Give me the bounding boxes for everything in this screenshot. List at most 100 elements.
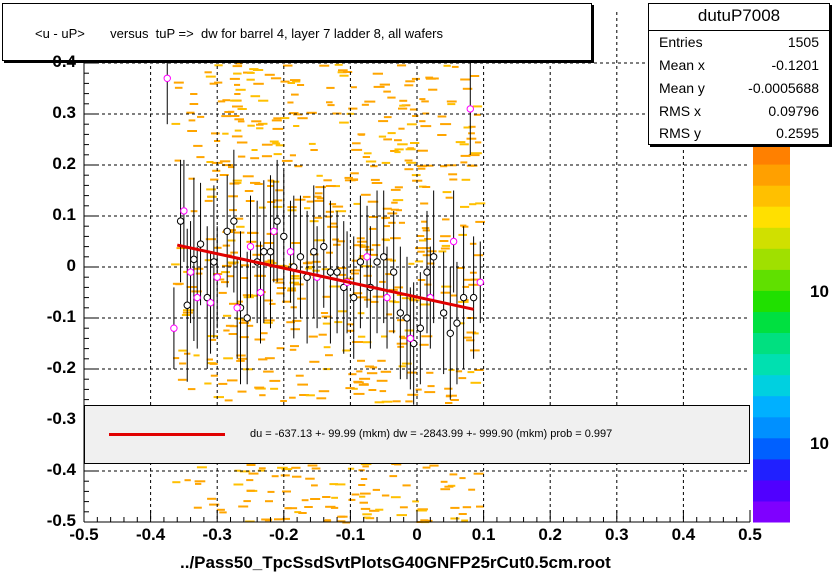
scatter-mark <box>475 220 485 223</box>
scatter-mark <box>474 141 482 144</box>
scatter-mark <box>455 370 463 373</box>
scatter-mark <box>422 254 434 257</box>
y-tick-label: 0.1 <box>52 205 76 224</box>
scatter-mark <box>269 302 276 305</box>
scatter-mark <box>396 342 408 345</box>
scatter-mark <box>325 185 336 187</box>
profile-magenta-point <box>206 299 215 307</box>
scatter-mark <box>350 86 357 89</box>
scatter-mark <box>306 111 317 114</box>
scatter-mark <box>235 317 244 320</box>
stat-label-mean-x: Mean x <box>659 57 705 73</box>
scatter-mark <box>468 488 476 491</box>
scatter-mark <box>318 333 327 336</box>
scatter-mark <box>339 121 349 124</box>
scatter-mark <box>250 157 260 160</box>
x-tick-label: 0.4 <box>671 525 696 544</box>
scatter-mark <box>264 260 275 263</box>
scatter-mark <box>177 378 187 381</box>
scatter-mark <box>254 386 265 389</box>
scatter-mark <box>460 224 467 227</box>
scatter-mark <box>280 117 290 120</box>
scatter-mark <box>322 496 331 498</box>
scatter-mark <box>171 263 180 266</box>
scatter-mark <box>460 78 471 81</box>
scatter-mark <box>292 80 301 83</box>
scatter-mark <box>364 365 374 368</box>
profile-black-point <box>296 253 305 261</box>
scatter-mark <box>227 275 234 278</box>
scatter-mark <box>352 142 361 145</box>
scatter-mark <box>420 202 429 205</box>
scatter-mark <box>205 238 216 241</box>
scatter-mark <box>269 379 281 382</box>
scatter-mark <box>246 240 257 243</box>
scatter-mark <box>360 478 368 480</box>
scatter-mark <box>247 71 255 74</box>
scatter-mark <box>263 242 275 244</box>
scatter-mark <box>193 144 203 147</box>
scatter-mark <box>378 135 387 138</box>
scatter-mark <box>237 155 246 158</box>
scatter-mark <box>399 104 406 107</box>
profile-black-point <box>380 253 388 261</box>
scatter-mark <box>225 229 236 232</box>
scatter-mark <box>235 62 243 65</box>
scatter-mark <box>217 100 226 103</box>
scatter-mark <box>174 159 181 162</box>
y-tick-label: 0 <box>66 256 76 275</box>
scatter-mark <box>466 164 475 167</box>
scatter-mark <box>290 328 300 331</box>
y-tick-label: -0.3 <box>46 409 76 428</box>
scatter-mark <box>297 297 306 300</box>
scatter-mark <box>415 388 422 391</box>
scatter-mark <box>362 156 370 158</box>
scatter-mark <box>417 508 428 511</box>
scatter-mark <box>409 108 418 111</box>
scatter-mark <box>273 117 281 120</box>
profile-black-point <box>243 314 251 322</box>
scatter-mark <box>425 76 434 79</box>
scatter-mark <box>234 129 242 132</box>
scatter-mark <box>258 358 268 361</box>
scatter-mark <box>390 237 401 240</box>
chart-title: <u - uP> versus tuP => dw for barrel 4, … <box>35 26 444 41</box>
profile-black-point <box>183 301 191 309</box>
scatter-mark <box>474 369 484 371</box>
scatter-mark <box>336 240 345 243</box>
scatter-mark <box>261 155 272 158</box>
scatter-mark <box>222 99 231 102</box>
scatter-mark <box>378 120 389 123</box>
scatter-mark <box>381 335 388 338</box>
scatter-mark <box>391 201 398 204</box>
scatter-mark <box>329 285 340 288</box>
scatter-mark <box>312 260 321 263</box>
scatter-mark <box>190 93 198 95</box>
scatter-mark <box>344 176 353 179</box>
scatter-mark <box>352 341 363 343</box>
palette-cell <box>753 374 790 397</box>
scatter-mark <box>470 75 480 77</box>
scatter-mark <box>372 72 383 75</box>
profile-magenta-point <box>466 105 474 113</box>
scatter-mark <box>422 112 430 115</box>
scatter-mark <box>390 208 399 211</box>
profile-black-point <box>190 255 198 264</box>
scatter-mark <box>234 118 244 121</box>
scatter-mark <box>270 77 282 80</box>
scatter-mark <box>337 310 348 313</box>
scatter-mark <box>237 108 247 110</box>
scatter-mark <box>221 271 230 274</box>
scatter-mark <box>460 205 470 208</box>
scatter-mark <box>398 365 406 368</box>
profile-black-point <box>320 242 328 251</box>
x-tick-label: -0.3 <box>202 525 232 544</box>
scatter-mark <box>229 77 240 80</box>
scatter-mark <box>294 165 303 168</box>
scatter-mark <box>450 399 459 401</box>
palette-cell <box>753 458 790 481</box>
scatter-mark <box>282 490 291 493</box>
scatter-mark <box>258 99 269 102</box>
scatter-mark <box>381 494 390 497</box>
scatter-mark <box>396 514 407 517</box>
